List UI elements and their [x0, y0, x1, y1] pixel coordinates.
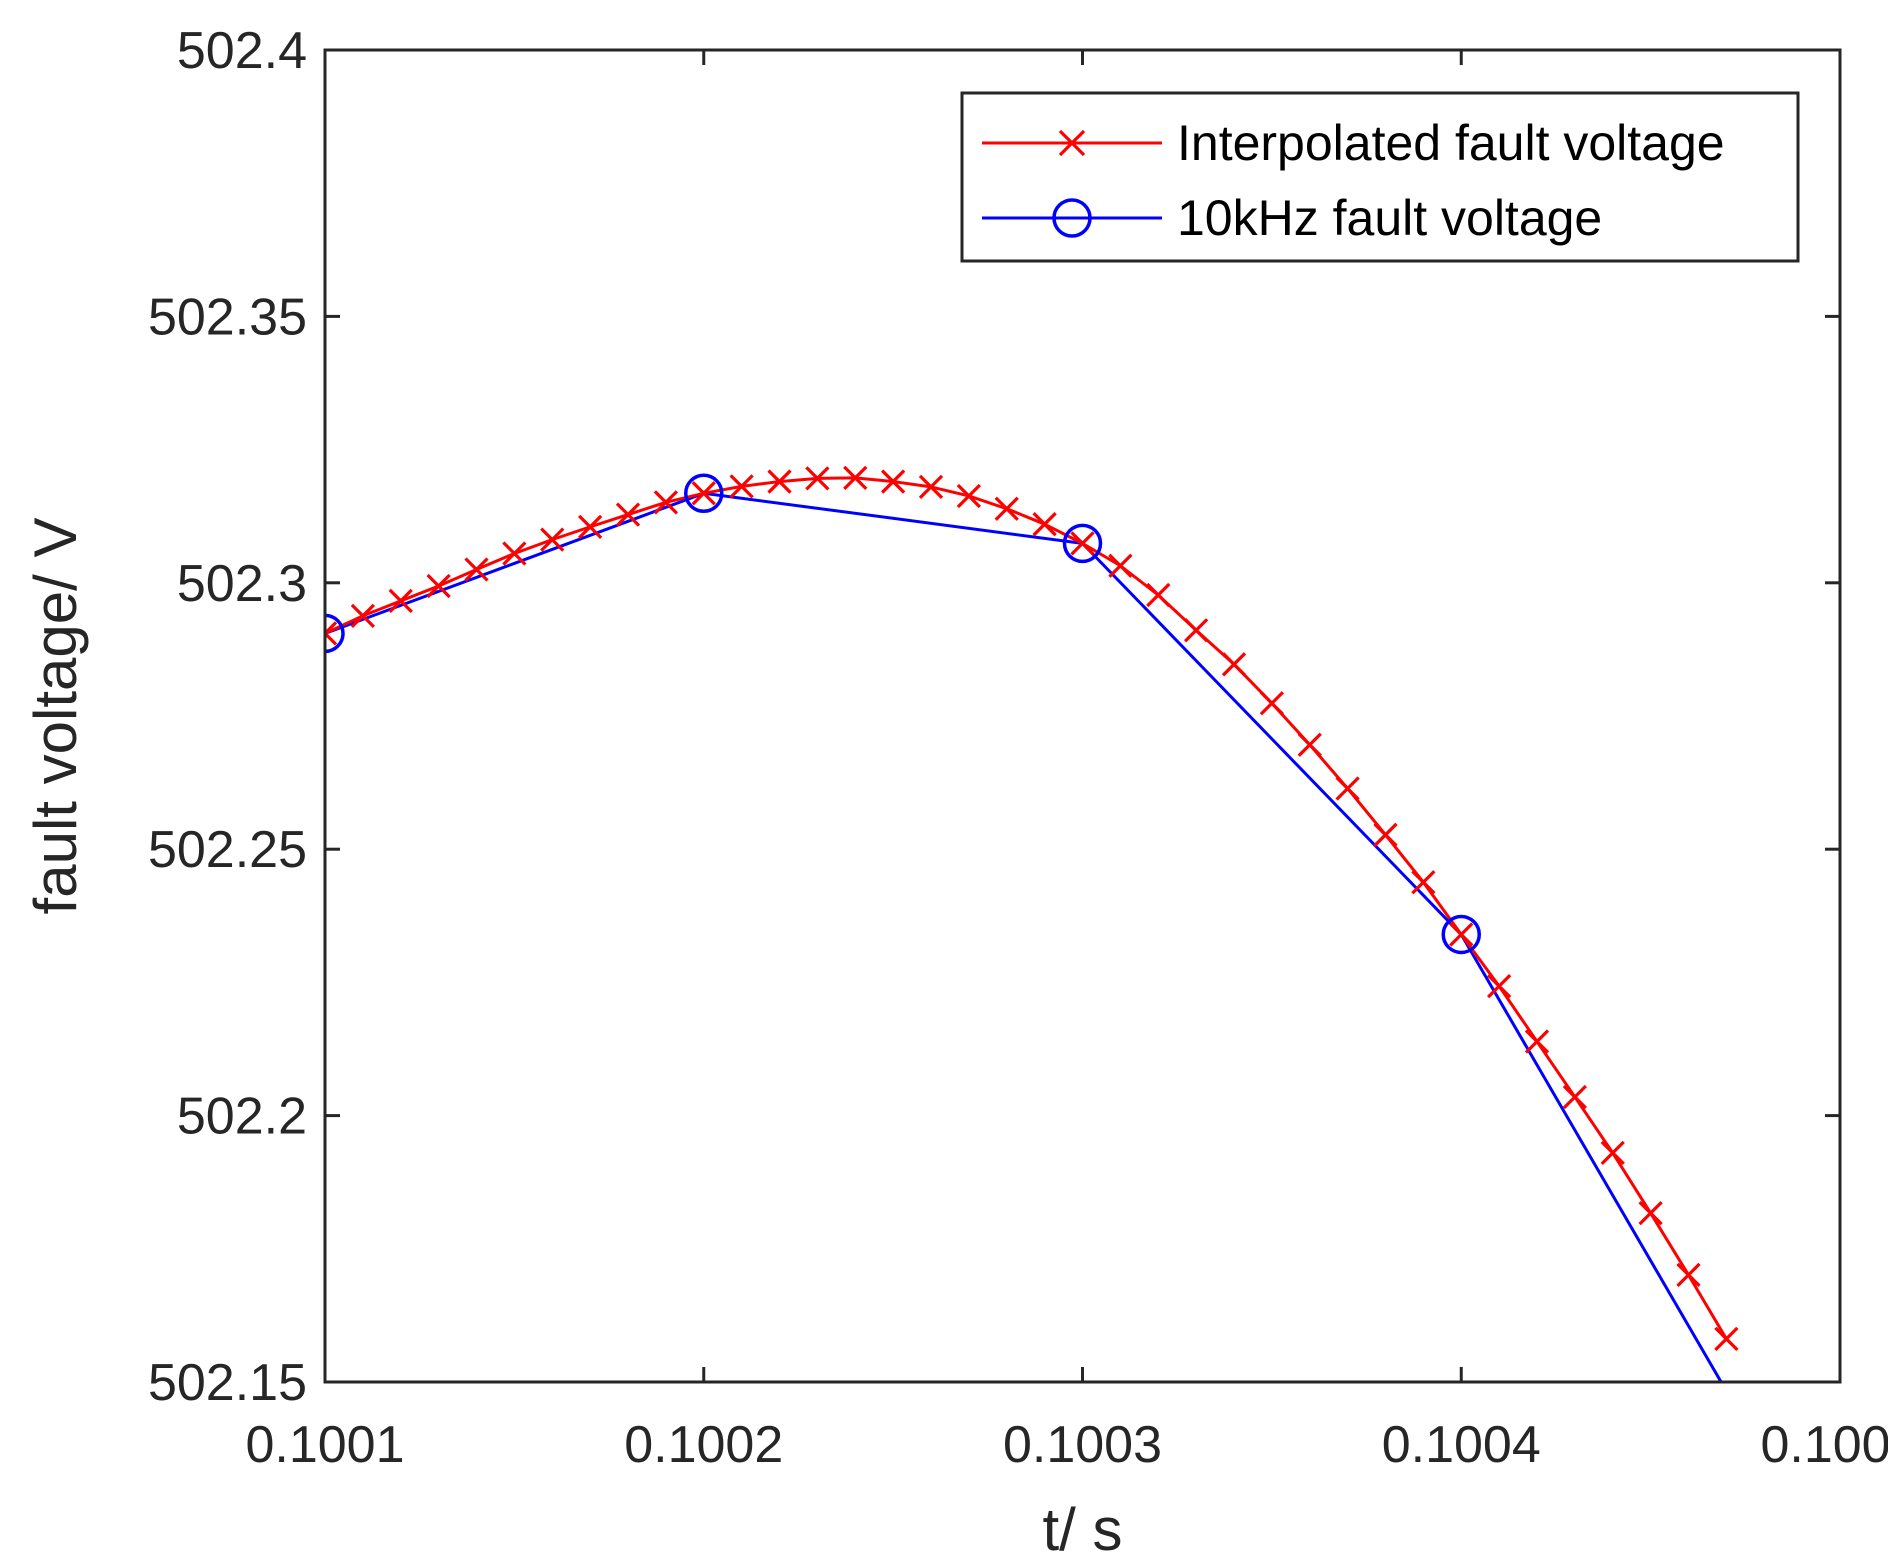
interpolated-x-marker: [1221, 652, 1247, 677]
interpolated-x-marker: [1449, 922, 1474, 947]
interpolated-x-marker: [325, 621, 338, 646]
plot-area-background: [325, 50, 1840, 1382]
y-tick-label: 502.3: [177, 555, 307, 613]
interpolated-x-marker: [956, 483, 982, 509]
interpolated-x-marker: [994, 496, 1019, 521]
interpolated-x-marker: [1600, 1140, 1625, 1166]
interpolated-x-marker: [1676, 1262, 1701, 1288]
interpolated-x-marker: [502, 541, 527, 566]
y-tick-label: 502.25: [148, 821, 307, 879]
interpolated-x-marker: [880, 469, 906, 494]
legend-label-interpolated: Interpolated fault voltage: [1177, 115, 1725, 171]
interpolated-x-marker: [1524, 1029, 1550, 1054]
interpolated-x-marker: [1714, 1326, 1739, 1351]
interpolated-x-marker: [1146, 582, 1171, 608]
interpolated-x-marker: [1183, 618, 1209, 643]
interpolated-x-marker: [1032, 512, 1057, 537]
interpolated-x-marker: [1070, 531, 1095, 556]
y-tick-label: 502.35: [148, 288, 307, 346]
legend-box: [960, 91, 1800, 263]
interpolated-x-marker: [1562, 1084, 1588, 1110]
interpolated-x-marker: [540, 527, 565, 552]
interpolated-x-marker: [918, 474, 944, 500]
legend-label-10khz: 10kHz fault voltage: [1177, 190, 1602, 246]
interpolated-x-marker: [1259, 691, 1285, 716]
interpolated-x-marker: [1335, 776, 1360, 801]
x-tick-label: 0.1004: [1382, 1416, 1541, 1474]
legend-marker-circle: [1052, 198, 1092, 238]
x-tick-label: 0.1003: [1003, 1416, 1162, 1474]
legend-marker-x: [1058, 129, 1086, 157]
x-tick-label: 0.1001: [245, 1416, 404, 1474]
interpolated-x-marker: [1638, 1200, 1663, 1226]
10khz-circle-marker: [1441, 914, 1481, 955]
interpolated-x-marker: [1297, 732, 1322, 757]
x-axis-label: t/ s: [1042, 1496, 1122, 1563]
interpolated-x-marker: [691, 481, 716, 506]
y-axis-label: fault voltage/ V: [22, 518, 89, 915]
interpolated-x-marker: [426, 573, 451, 599]
x-tick-label: 0.1002: [624, 1416, 783, 1474]
interpolated-x-marker: [1373, 822, 1398, 847]
interpolated-x-marker: [805, 466, 830, 491]
interpolated-x-marker: [464, 557, 489, 582]
y-tick-label: 502.2: [177, 1088, 307, 1146]
interpolated-x-marker: [615, 502, 641, 527]
10khz-circle-marker: [325, 613, 345, 654]
10khz-circle-marker: [684, 473, 724, 514]
y-tick-label: 502.4: [177, 22, 307, 80]
interpolated-x-marker: [577, 514, 603, 539]
interpolated-x-marker: [767, 469, 792, 494]
interpolated-x-marker: [729, 474, 754, 499]
interpolated-x-marker: [1108, 553, 1133, 578]
interpolated-x-marker: [1486, 973, 1512, 999]
interpolated-x-marker: [653, 490, 679, 515]
y-tick-label: 502.15: [148, 1354, 307, 1412]
interpolated-x-marker: [843, 465, 868, 490]
series-line-interpolated: [325, 476, 1728, 1340]
interpolated-x-marker: [350, 603, 376, 628]
10khz-circle-marker: [1062, 523, 1103, 564]
interpolated-x-marker: [388, 588, 413, 614]
interpolated-x-marker: [1411, 870, 1436, 895]
